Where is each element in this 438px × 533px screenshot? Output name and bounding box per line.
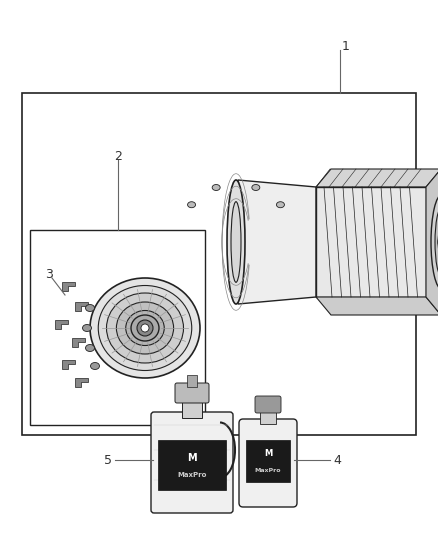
Bar bbox=[246, 440, 290, 482]
Text: 2: 2 bbox=[114, 149, 122, 163]
Ellipse shape bbox=[117, 302, 173, 354]
Polygon shape bbox=[316, 297, 438, 315]
Text: M: M bbox=[264, 449, 272, 458]
Circle shape bbox=[137, 320, 153, 336]
Bar bbox=[158, 440, 226, 490]
Polygon shape bbox=[62, 282, 75, 291]
Ellipse shape bbox=[91, 362, 99, 369]
Bar bbox=[187, 375, 197, 387]
Text: MaxPro: MaxPro bbox=[177, 472, 207, 478]
Ellipse shape bbox=[276, 201, 284, 208]
Polygon shape bbox=[55, 320, 68, 329]
FancyBboxPatch shape bbox=[175, 383, 209, 403]
Polygon shape bbox=[72, 338, 85, 347]
Ellipse shape bbox=[431, 195, 438, 289]
FancyBboxPatch shape bbox=[151, 412, 233, 513]
Bar bbox=[22, 93, 416, 435]
Ellipse shape bbox=[187, 201, 196, 208]
Polygon shape bbox=[238, 180, 316, 304]
Bar bbox=[316, 187, 426, 297]
Text: 4: 4 bbox=[333, 454, 341, 466]
Circle shape bbox=[141, 324, 149, 332]
Bar bbox=[30, 230, 205, 425]
Ellipse shape bbox=[435, 207, 438, 277]
Ellipse shape bbox=[231, 201, 241, 282]
Text: 3: 3 bbox=[45, 268, 53, 280]
FancyBboxPatch shape bbox=[255, 396, 281, 413]
Ellipse shape bbox=[131, 315, 159, 341]
Ellipse shape bbox=[227, 180, 245, 304]
Polygon shape bbox=[62, 360, 75, 369]
Ellipse shape bbox=[98, 286, 192, 370]
Text: 1: 1 bbox=[342, 39, 350, 52]
Polygon shape bbox=[75, 378, 88, 387]
Text: MaxPro: MaxPro bbox=[255, 467, 281, 472]
Text: 5: 5 bbox=[104, 454, 112, 466]
Polygon shape bbox=[316, 169, 438, 187]
Ellipse shape bbox=[82, 325, 92, 332]
Ellipse shape bbox=[106, 293, 184, 363]
Ellipse shape bbox=[85, 344, 95, 351]
FancyBboxPatch shape bbox=[239, 419, 297, 507]
Polygon shape bbox=[75, 302, 88, 311]
Text: M: M bbox=[187, 453, 197, 463]
Bar bbox=[260, 410, 276, 424]
Ellipse shape bbox=[85, 304, 95, 311]
Ellipse shape bbox=[90, 278, 200, 378]
Ellipse shape bbox=[252, 184, 260, 190]
Ellipse shape bbox=[212, 184, 220, 190]
Polygon shape bbox=[426, 169, 438, 315]
Ellipse shape bbox=[126, 311, 164, 345]
Bar bbox=[182, 400, 202, 418]
